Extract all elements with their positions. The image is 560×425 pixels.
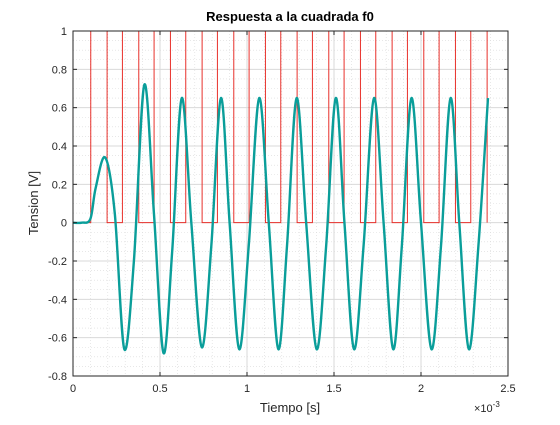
x-tick-label: 0.5	[152, 383, 167, 395]
x-tick-label: 2	[418, 383, 424, 395]
y-tick-label: -0.4	[48, 294, 67, 306]
x-axis-exponent: ×10-3	[474, 400, 500, 415]
y-tick-label: 0.8	[52, 64, 67, 76]
y-tick-label: 0.6	[52, 103, 67, 115]
x-axis-ticks: 0 0.5 1 1.5 2 2.5	[70, 31, 516, 395]
x-tick-label: 0	[70, 383, 76, 395]
x-tick-label: 1.5	[326, 383, 341, 395]
y-tick-label: 0.4	[52, 141, 67, 153]
x-exponent-power: -3	[493, 400, 501, 409]
y-tick-label: 0.2	[52, 179, 67, 191]
y-tick-label: 0	[61, 218, 67, 230]
y-tick-label: -0.6	[48, 333, 67, 345]
axes-box	[72, 30, 509, 377]
response-series	[72, 83, 490, 355]
chart-title: Respuesta a la cuadrada f0	[206, 9, 374, 24]
x-tick-label: 2.5	[500, 383, 515, 395]
y-tick-label: 1	[61, 26, 67, 38]
y-axis-label: Tension [V]	[26, 171, 41, 235]
y-tick-label: -0.8	[48, 371, 67, 383]
minor-grid	[73, 31, 508, 376]
y-axis-ticks: -0.8 -0.6 -0.4 -0.2 0 0.2 0.4 0.6 0.8 1	[48, 26, 508, 383]
x-tick-label: 1	[244, 383, 250, 395]
x-axis-label: Tiempo [s]	[260, 400, 320, 415]
y-tick-label: -0.2	[48, 256, 67, 268]
x-exponent-base: ×10	[474, 403, 493, 415]
